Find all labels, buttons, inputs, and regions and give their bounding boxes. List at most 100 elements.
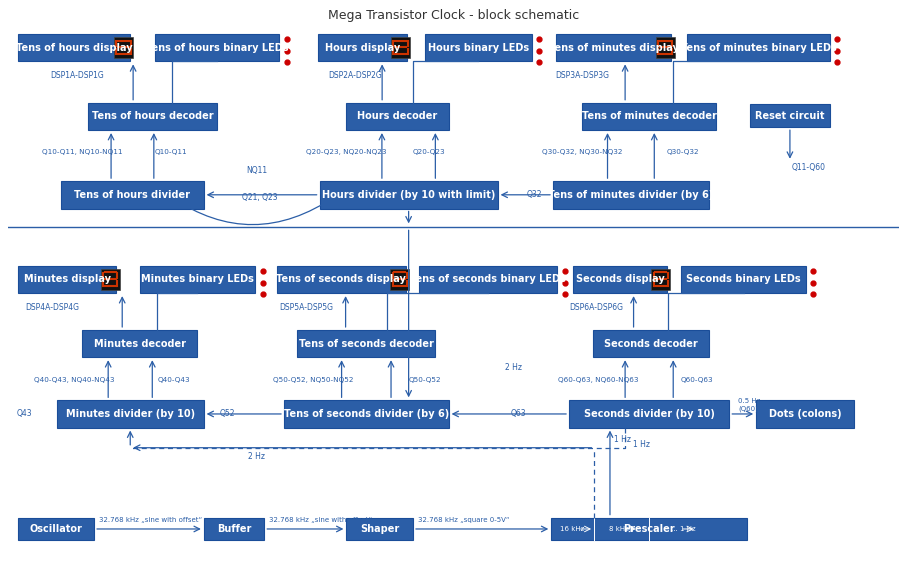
Text: Q30-Q32, NQ30-NQ32: Q30-Q32, NQ30-NQ32 [543,150,623,155]
Text: Hours divider (by 10 with limit): Hours divider (by 10 with limit) [322,190,495,200]
FancyBboxPatch shape [57,400,203,428]
Text: NQ11: NQ11 [247,166,267,175]
Text: Minutes binary LEDs: Minutes binary LEDs [141,274,254,285]
Text: DSP6A-DSP6G: DSP6A-DSP6G [569,303,623,312]
Text: Seconds divider (by 10): Seconds divider (by 10) [584,409,715,419]
Text: Minutes display: Minutes display [24,274,111,285]
FancyBboxPatch shape [582,103,716,130]
Text: Q40-Q43: Q40-Q43 [158,377,190,383]
Text: Q20-Q23: Q20-Q23 [413,150,446,155]
Text: Q43: Q43 [16,409,32,419]
Text: 1 Hz: 1 Hz [633,440,650,449]
Text: Hours display: Hours display [325,43,400,53]
FancyBboxPatch shape [688,34,830,62]
FancyBboxPatch shape [88,103,217,130]
Text: Tens of hours binary LEDs: Tens of hours binary LEDs [146,43,288,53]
FancyBboxPatch shape [390,269,410,290]
Text: DSP1A-DSP1G: DSP1A-DSP1G [50,71,104,80]
Text: 2 Hz: 2 Hz [505,363,522,372]
Text: 2 Hz: 2 Hz [248,452,266,461]
Text: Tens of minutes binary LEDs: Tens of minutes binary LEDs [681,43,837,53]
Text: Hours binary LEDs: Hours binary LEDs [428,43,528,53]
Text: Reset circuit: Reset circuit [755,111,824,121]
Text: Q63: Q63 [511,409,526,419]
Text: 32.768 kHz „square 0-5V“: 32.768 kHz „square 0-5V“ [418,518,509,523]
Text: Q21, Q23: Q21, Q23 [242,193,278,202]
FancyBboxPatch shape [681,266,806,293]
FancyBboxPatch shape [101,269,120,290]
Text: Seconds display: Seconds display [576,274,664,285]
Text: Prescaler: Prescaler [624,524,675,534]
Text: ... 1 Hz: ... 1 Hz [671,526,696,532]
Text: Mega Transistor Clock - block schematic: Mega Transistor Clock - block schematic [328,9,579,22]
FancyBboxPatch shape [651,269,670,290]
Text: Minutes decoder: Minutes decoder [94,339,185,348]
Text: Shaper: Shaper [360,524,400,534]
Text: Q50-Q52: Q50-Q52 [409,377,441,383]
FancyBboxPatch shape [573,266,667,293]
Text: 8 kHz: 8 kHz [609,526,629,532]
FancyBboxPatch shape [203,518,265,540]
Text: Q20-Q23, NQ20-NQ23: Q20-Q23, NQ20-NQ23 [306,150,387,155]
FancyBboxPatch shape [750,105,830,127]
Text: Tens of hours display: Tens of hours display [16,43,132,53]
Text: Buffer: Buffer [217,524,251,534]
Text: 0.5 Hz
(Q60): 0.5 Hz (Q60) [738,398,760,412]
Text: Oscillator: Oscillator [30,524,83,534]
FancyBboxPatch shape [419,266,557,293]
Text: Q40-Q43, NQ40-NQ43: Q40-Q43, NQ40-NQ43 [34,377,115,383]
Text: Dots (colons): Dots (colons) [769,409,842,419]
Text: Q52: Q52 [220,409,235,419]
FancyBboxPatch shape [391,37,410,58]
FancyBboxPatch shape [318,34,407,62]
FancyBboxPatch shape [346,103,449,130]
Text: Tens of seconds binary LEDs: Tens of seconds binary LEDs [410,274,566,285]
Text: 32.768 kHz „sine with offset“: 32.768 kHz „sine with offset“ [269,518,372,523]
Text: Tens of seconds decoder: Tens of seconds decoder [299,339,434,348]
Text: Tens of minutes display: Tens of minutes display [549,43,679,53]
FancyBboxPatch shape [277,266,406,293]
Text: Seconds decoder: Seconds decoder [604,339,698,348]
Text: Q60-Q63, NQ60-NQ63: Q60-Q63, NQ60-NQ63 [558,377,639,383]
FancyBboxPatch shape [320,181,498,209]
Text: Tens of hours divider: Tens of hours divider [75,190,191,200]
FancyBboxPatch shape [284,400,449,428]
Text: Tens of minutes divider (by 6): Tens of minutes divider (by 6) [548,190,714,200]
FancyBboxPatch shape [346,518,413,540]
Text: Q50-Q52, NQ50-NQ52: Q50-Q52, NQ50-NQ52 [274,377,354,383]
Text: DSP3A-DSP3G: DSP3A-DSP3G [555,71,609,80]
FancyBboxPatch shape [425,34,532,62]
Text: DSP2A-DSP2G: DSP2A-DSP2G [328,71,382,80]
FancyBboxPatch shape [756,400,854,428]
Text: 1 Hz: 1 Hz [615,435,632,444]
Text: Tens of seconds display: Tens of seconds display [276,274,406,285]
Text: Q10-Q11: Q10-Q11 [155,150,187,155]
Text: Q11-Q60: Q11-Q60 [791,163,825,172]
FancyBboxPatch shape [297,330,436,357]
FancyBboxPatch shape [114,37,133,58]
FancyBboxPatch shape [155,34,280,62]
Text: Q10-Q11, NQ10-NQ11: Q10-Q11, NQ10-NQ11 [41,150,122,155]
FancyBboxPatch shape [655,37,675,58]
Text: Seconds binary LEDs: Seconds binary LEDs [687,274,801,285]
Text: Tens of minutes decoder: Tens of minutes decoder [581,112,716,121]
Text: Minutes divider (by 10): Minutes divider (by 10) [66,409,194,419]
FancyArrowPatch shape [172,197,335,225]
Text: Tens of seconds divider (by 6): Tens of seconds divider (by 6) [284,409,449,419]
Text: 16 kHz: 16 kHz [560,526,584,532]
FancyBboxPatch shape [18,266,116,293]
Text: DSP5A-DSP5G: DSP5A-DSP5G [280,303,334,312]
FancyBboxPatch shape [61,181,203,209]
Text: 32.768 kHz „sine with offset“: 32.768 kHz „sine with offset“ [99,518,202,523]
FancyBboxPatch shape [18,34,130,62]
FancyBboxPatch shape [551,518,747,540]
FancyBboxPatch shape [18,518,94,540]
Text: Q60-Q63: Q60-Q63 [680,377,713,383]
Text: Q30-Q32: Q30-Q32 [667,150,699,155]
FancyBboxPatch shape [140,266,256,293]
FancyBboxPatch shape [569,400,729,428]
Text: Hours decoder: Hours decoder [357,112,437,121]
Text: DSP4A-DSP4G: DSP4A-DSP4G [25,303,79,312]
Text: Q32: Q32 [526,190,542,200]
FancyBboxPatch shape [553,181,709,209]
